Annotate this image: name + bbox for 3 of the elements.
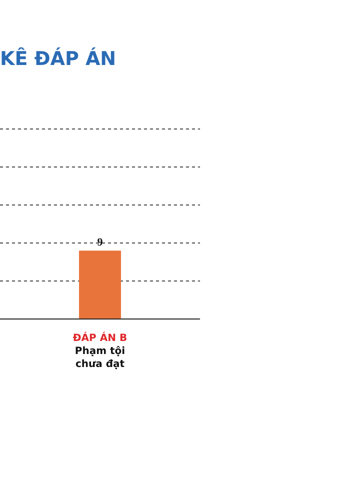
data-label: 9 [97,236,104,249]
x-tick-label: ĐÁP ÁN B Phạm tội chưa đạt [72,331,128,370]
chart-title: KÊ ĐÁP ÁN [0,48,116,70]
